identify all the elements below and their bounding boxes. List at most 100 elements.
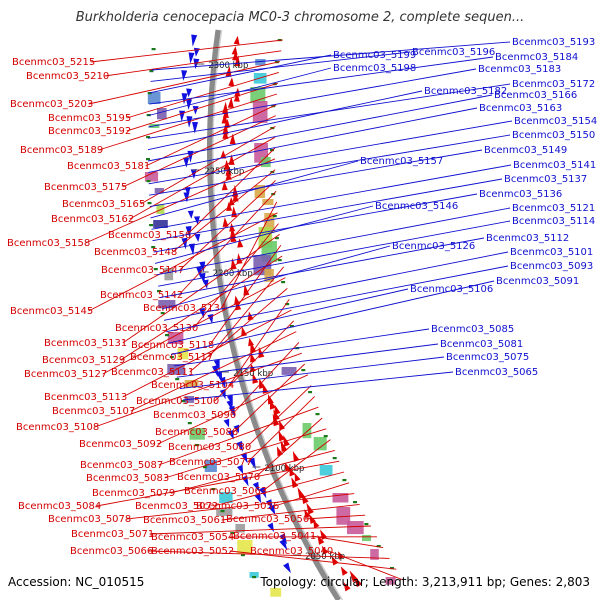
- ring-tick: [281, 281, 286, 284]
- reverse-gene-arrow: [183, 192, 190, 203]
- right-gene-label: Bcenmc03_5065: [455, 367, 538, 378]
- forward-gene-arrow: [274, 404, 281, 415]
- ring-tick: [274, 237, 279, 240]
- ring-tick: [289, 325, 294, 328]
- ring-tick: [149, 224, 154, 227]
- category-block-inner: [235, 524, 246, 533]
- left-gene-label: Bcenmc03_5079: [92, 488, 175, 499]
- reverse-gene-arrow: [199, 261, 206, 273]
- backbone-ring: [207, 29, 342, 600]
- reverse-gene-arrow: [186, 88, 193, 98]
- ring-tick: [147, 92, 152, 95]
- right-gene-label: Bcenmc03_5150: [512, 130, 595, 141]
- ring-tick: [149, 70, 154, 73]
- reverse-gene-arrow: [193, 47, 200, 57]
- reverse-gene-arrow: [227, 429, 234, 440]
- left-connector-line: [102, 277, 286, 375]
- ring-tick: [272, 215, 277, 218]
- right-gene-label: Bcenmc03_5106: [410, 284, 493, 295]
- left-connector-line: [122, 309, 292, 398]
- ring-tick: [146, 136, 151, 139]
- left-connector-line: [104, 50, 282, 77]
- ring-tick: [160, 312, 165, 315]
- ring-tick: [211, 488, 216, 491]
- left-gene-label: Bcenmc03_5087: [80, 460, 163, 471]
- ring-tick: [301, 369, 306, 372]
- left-connector-line: [85, 158, 276, 244]
- right-gene-label: Bcenmc03_5154: [514, 116, 597, 127]
- right-connector-line: [179, 356, 445, 390]
- right-connector-line: [176, 343, 439, 378]
- kbp-tick-label: 2250 kbp: [204, 167, 244, 177]
- left-gene-label: Bcenmc03_5130: [115, 323, 198, 334]
- left-connector-line: [213, 471, 345, 507]
- ring-tick: [146, 180, 151, 183]
- left-gene-label: Bcenmc03_5050: [226, 514, 309, 525]
- accession-text: Accession: NC_010515: [8, 575, 145, 589]
- left-gene-label: Bcenmc03_5063: [184, 486, 267, 497]
- right-gene-label: Bcenmc03_5183: [478, 64, 561, 75]
- forward-gene-arrow: [248, 337, 254, 347]
- reverse-gene-arrow: [283, 562, 291, 574]
- left-gene-label: Bcenmc03_5165: [62, 199, 145, 210]
- left-gene-label: Bcenmc03_5145: [10, 306, 93, 317]
- category-block-inner: [189, 428, 205, 440]
- reverse-gene-arrow: [191, 34, 198, 47]
- left-connector-line: [229, 298, 290, 386]
- reverse-gene-arrow: [194, 233, 201, 242]
- right-gene-label: Bcenmc03_5075: [446, 352, 529, 363]
- reverse-gene-arrow: [179, 110, 186, 122]
- right-gene-label: Bcenmc03_5193: [512, 37, 595, 48]
- right-connector-line: [168, 288, 409, 344]
- forward-gene-arrow: [228, 77, 235, 87]
- forward-gene-arrow: [306, 502, 314, 515]
- left-gene-label: Bcenmc03_5147: [101, 265, 184, 276]
- forward-gene-arrow: [321, 545, 329, 555]
- reverse-gene-arrow: [192, 121, 199, 134]
- reverse-gene-arrow: [254, 493, 262, 504]
- forward-gene-arrow: [269, 399, 276, 410]
- category-block-outer: [362, 535, 371, 542]
- right-connector-line: [159, 237, 485, 299]
- reverse-gene-arrow: [213, 359, 220, 372]
- right-gene-label: Bcenmc03_5101: [510, 247, 593, 258]
- left-gene-label: Bcenmc03_5131: [44, 338, 127, 349]
- forward-gene-arrow: [301, 492, 309, 504]
- left-gene-label: Bcenmc03_5117: [130, 352, 213, 363]
- reverse-gene-arrow: [181, 70, 188, 81]
- category-block-outer: [302, 423, 312, 439]
- right-gene-label: Bcenmc03_5196: [412, 47, 495, 58]
- right-connector-line: [148, 107, 478, 173]
- right-gene-label: Bcenmc03_5091: [496, 276, 579, 287]
- left-gene-label: Bcenmc03_5156: [108, 230, 191, 241]
- right-gene-label: Bcenmc03_5166: [494, 90, 577, 101]
- left-connector-line: [140, 126, 276, 205]
- right-connector-line: [153, 193, 478, 253]
- left-connector-line: [126, 82, 278, 132]
- left-connector-line: [98, 93, 278, 151]
- category-block-inner: [156, 204, 165, 214]
- ring-tick: [169, 356, 174, 359]
- left-gene-label: Bcenmc03_5072: [135, 501, 218, 512]
- ring-tick: [157, 290, 161, 293]
- reverse-gene-arrow: [190, 169, 197, 180]
- category-block-inner: [164, 268, 174, 281]
- right-gene-label: Bcenmc03_5172: [512, 79, 595, 90]
- kbp-tick-label: 2150 kbp: [233, 369, 273, 379]
- reverse-gene-arrow: [181, 93, 188, 105]
- left-connector-line: [247, 396, 316, 463]
- left-gene-label: Bcenmc03_5077: [169, 457, 252, 468]
- left-connector-line: [126, 493, 355, 520]
- left-gene-label: Bcenmc03_5054: [151, 532, 234, 543]
- right-connector-line: [150, 160, 359, 219]
- left-gene-label: Bcenmc03_5175: [44, 182, 127, 193]
- reverse-gene-arrow: [219, 376, 226, 389]
- ring-tick: [323, 435, 328, 438]
- ring-tick: [353, 501, 357, 504]
- forward-gene-arrow: [340, 566, 348, 576]
- right-gene-label: Bcenmc03_5149: [484, 145, 567, 156]
- reverse-gene-arrow: [240, 452, 248, 464]
- right-connector-line: [149, 56, 494, 105]
- reverse-gene-arrow: [187, 210, 194, 219]
- left-gene-label: Bcenmc03_5071: [71, 529, 154, 540]
